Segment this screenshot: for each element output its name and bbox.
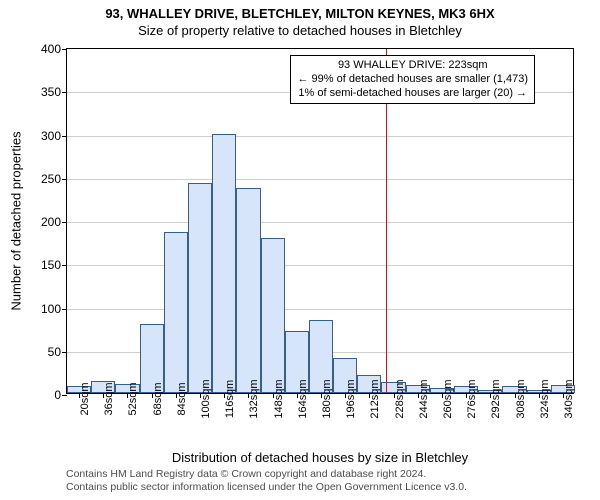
gridline bbox=[67, 265, 573, 266]
ytick-label: 300 bbox=[41, 129, 61, 143]
ytick-label: 250 bbox=[41, 172, 61, 186]
xtick-label: 292sqm bbox=[490, 379, 502, 418]
xtick-label: 260sqm bbox=[442, 379, 454, 418]
histogram-bar bbox=[236, 188, 260, 393]
xtick-label: 84sqm bbox=[176, 382, 188, 415]
xtick-label: 180sqm bbox=[321, 379, 333, 418]
y-axis-label: Number of detached properties bbox=[9, 131, 24, 310]
xtick-label: 212sqm bbox=[369, 379, 381, 418]
chart-title-desc: Size of property relative to detached ho… bbox=[0, 23, 600, 38]
xtick-label: 276sqm bbox=[466, 379, 478, 418]
plot-area: 05010015020025030035040020sqm36sqm52sqm6… bbox=[66, 48, 574, 394]
ytick-label: 200 bbox=[41, 215, 61, 229]
ytick-label: 50 bbox=[48, 345, 61, 359]
xtick-label: 340sqm bbox=[563, 379, 575, 418]
annotation-line: 93 WHALLEY DRIVE: 223sqm bbox=[297, 59, 528, 73]
ytick-label: 350 bbox=[41, 85, 61, 99]
histogram-bar bbox=[188, 183, 212, 393]
ytick-mark bbox=[62, 395, 67, 396]
xtick-label: 324sqm bbox=[539, 379, 551, 418]
ytick-mark bbox=[62, 49, 67, 50]
xtick-label: 116sqm bbox=[224, 380, 236, 418]
xtick-label: 228sqm bbox=[394, 379, 406, 418]
ytick-mark bbox=[62, 92, 67, 93]
annotation-line: ← 99% of detached houses are smaller (1,… bbox=[297, 73, 528, 87]
annotation-line: 1% of semi-detached houses are larger (2… bbox=[297, 87, 528, 101]
xtick-label: 36sqm bbox=[103, 382, 115, 415]
histogram-bar bbox=[261, 238, 285, 393]
chart-title-address: 93, WHALLEY DRIVE, BLETCHLEY, MILTON KEY… bbox=[0, 0, 600, 21]
xtick-label: 164sqm bbox=[297, 379, 309, 418]
xtick-label: 308sqm bbox=[515, 379, 527, 418]
x-axis-label: Distribution of detached houses by size … bbox=[172, 450, 468, 465]
ytick-label: 100 bbox=[41, 302, 61, 316]
xtick-label: 244sqm bbox=[418, 379, 430, 418]
ytick-mark bbox=[62, 265, 67, 266]
attribution-line-2: Contains public sector information licen… bbox=[66, 481, 574, 494]
ytick-mark bbox=[62, 309, 67, 310]
gridline bbox=[67, 222, 573, 223]
xtick-label: 68sqm bbox=[152, 382, 164, 415]
xtick-label: 148sqm bbox=[273, 379, 285, 418]
xtick-label: 196sqm bbox=[345, 379, 357, 418]
ytick-mark bbox=[62, 136, 67, 137]
plot-wrap: 05010015020025030035040020sqm36sqm52sqm6… bbox=[66, 48, 574, 394]
annotation-box: 93 WHALLEY DRIVE: 223sqm← 99% of detache… bbox=[290, 55, 535, 104]
xtick-label: 52sqm bbox=[127, 382, 139, 415]
xtick-label: 20sqm bbox=[79, 382, 91, 415]
ytick-mark bbox=[62, 222, 67, 223]
chart-container: 93, WHALLEY DRIVE, BLETCHLEY, MILTON KEY… bbox=[0, 0, 600, 500]
ytick-label: 0 bbox=[54, 388, 61, 402]
ytick-label: 150 bbox=[41, 258, 61, 272]
ytick-mark bbox=[62, 352, 67, 353]
xtick-label: 132sqm bbox=[248, 379, 260, 418]
gridline bbox=[67, 179, 573, 180]
ytick-mark bbox=[62, 179, 67, 180]
attribution-line-1: Contains HM Land Registry data © Crown c… bbox=[66, 468, 574, 481]
gridline bbox=[67, 136, 573, 137]
ytick-label: 400 bbox=[41, 42, 61, 56]
gridline bbox=[67, 309, 573, 310]
histogram-bar bbox=[212, 134, 236, 394]
xtick-label: 100sqm bbox=[200, 379, 212, 418]
attribution-text: Contains HM Land Registry data © Crown c… bbox=[66, 468, 574, 494]
histogram-bar bbox=[164, 232, 188, 393]
